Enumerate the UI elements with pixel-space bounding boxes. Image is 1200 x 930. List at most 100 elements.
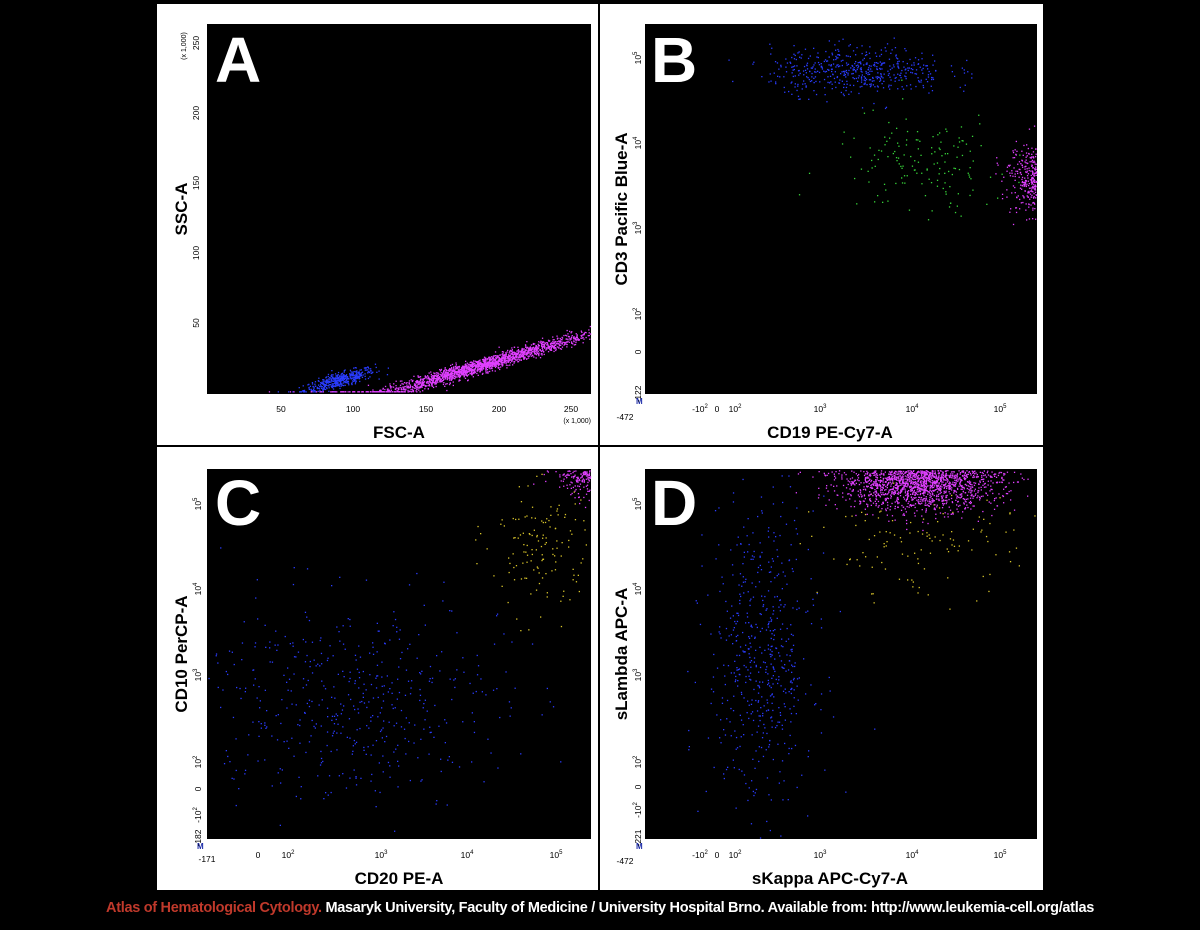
scatter-point	[824, 87, 826, 89]
scatter-point	[444, 719, 446, 721]
scatter-point	[814, 704, 816, 706]
scatter-point	[733, 672, 735, 674]
scatter-point	[533, 569, 535, 571]
scatter-point	[297, 724, 299, 726]
scatter-point	[264, 722, 266, 724]
scatter-point	[894, 490, 896, 492]
scatter-point	[395, 748, 397, 750]
scatter-point	[784, 604, 786, 606]
scatter-point	[785, 670, 787, 672]
scatter-point	[446, 378, 448, 381]
scatter-point	[927, 522, 929, 525]
scatter-point	[1015, 154, 1017, 156]
scatter-point	[354, 376, 356, 379]
scatter-point	[589, 489, 591, 491]
scatter-point	[553, 350, 555, 353]
scatter-point	[563, 344, 565, 346]
scatter-point	[835, 58, 837, 61]
scatter-point	[512, 354, 514, 356]
scatter-point	[1006, 189, 1008, 191]
scatter-point	[781, 562, 783, 564]
scatter-point	[304, 711, 306, 714]
scatter-point	[468, 366, 470, 368]
scatter-point	[339, 375, 341, 377]
scatter-point	[351, 383, 353, 386]
scatter-point	[791, 568, 793, 570]
scatter-point	[334, 385, 336, 388]
scatter-point	[485, 694, 487, 696]
scatter-point	[567, 338, 569, 340]
scatter-point	[281, 769, 283, 771]
scatter-point	[349, 777, 351, 779]
scatter-point	[843, 131, 845, 133]
scatter-point	[846, 64, 848, 66]
scatter-point	[227, 755, 229, 758]
scatter-point	[1033, 180, 1035, 182]
scatter-point	[872, 64, 875, 66]
scatter-point	[441, 379, 444, 382]
scatter-point	[334, 383, 336, 385]
scatter-point	[755, 666, 757, 668]
scatter-point	[338, 385, 340, 387]
scatter-point	[783, 667, 785, 669]
x-axis-label-c: CD20 PE-A	[355, 869, 444, 888]
scatter-point	[431, 379, 433, 382]
scatter-point	[870, 68, 872, 70]
scatter-point	[529, 347, 531, 349]
scatter-point	[883, 543, 885, 545]
scatter-point	[368, 727, 370, 729]
scatter-point	[989, 522, 991, 525]
scatter-point	[288, 678, 291, 680]
scatter-point	[1018, 565, 1020, 567]
scatter-point	[462, 721, 464, 723]
scatter-point	[771, 694, 773, 696]
scatter-point	[439, 370, 442, 372]
scatter-point	[244, 691, 246, 693]
scatter-point	[489, 370, 491, 373]
scatter-point	[939, 167, 941, 170]
scatter-point	[1015, 211, 1018, 214]
scatter-point	[582, 472, 584, 474]
scatter-point	[225, 670, 227, 673]
scatter-point	[283, 741, 285, 743]
scatter-point	[831, 70, 833, 73]
scatter-point	[918, 81, 920, 83]
scatter-point	[833, 59, 835, 61]
scatter-point	[901, 482, 904, 484]
scatter-point	[295, 704, 297, 706]
scatter-point	[803, 80, 805, 82]
scatter-point	[525, 551, 527, 553]
scatter-point	[734, 680, 736, 683]
scatter-point	[748, 622, 750, 624]
scatter-point	[752, 63, 754, 65]
scatter-point	[759, 715, 761, 717]
scatter-point	[575, 479, 577, 481]
scatter-point	[533, 483, 535, 485]
scatter-point	[419, 694, 422, 696]
scatter-point	[535, 348, 537, 351]
scatter-point	[1034, 515, 1036, 517]
scatter-point	[1032, 167, 1034, 169]
scatter-point	[507, 360, 509, 362]
scatter-point	[520, 353, 522, 355]
scatter-point	[415, 390, 417, 392]
scatter-point	[872, 472, 874, 474]
scatter-point	[808, 172, 811, 174]
scatter-point	[217, 686, 219, 689]
scatter-point	[486, 369, 489, 371]
scatter-point	[526, 358, 528, 360]
scatter-point	[476, 654, 478, 657]
scatter-point	[925, 65, 928, 67]
scatter-point	[788, 559, 790, 562]
x-tick-b-5: 104	[906, 404, 919, 414]
scatter-point	[1032, 161, 1034, 164]
scatter-point	[736, 620, 739, 623]
scatter-point	[531, 349, 533, 351]
scatter-point	[481, 364, 484, 367]
scatter-point	[782, 799, 784, 801]
scatter-point	[583, 520, 585, 522]
scatter-point	[861, 79, 863, 81]
scatter-point	[497, 367, 500, 369]
scatter-point	[494, 355, 496, 357]
scatter-point	[575, 470, 577, 472]
